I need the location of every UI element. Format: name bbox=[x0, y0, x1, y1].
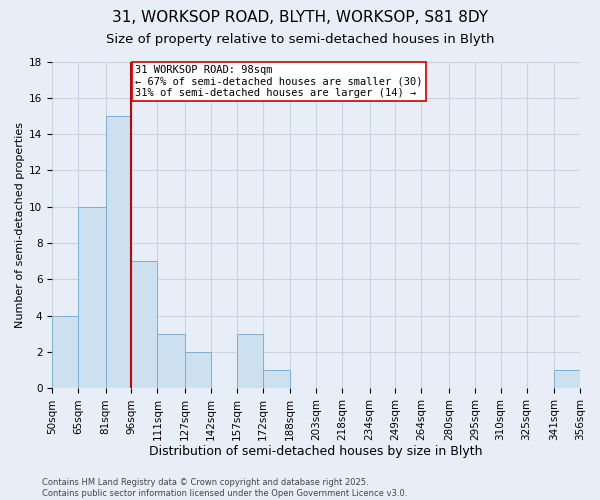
Bar bbox=[106, 116, 131, 388]
Bar bbox=[263, 370, 290, 388]
Bar bbox=[78, 207, 106, 388]
Bar bbox=[237, 334, 263, 388]
Y-axis label: Number of semi-detached properties: Number of semi-detached properties bbox=[15, 122, 25, 328]
Text: Contains HM Land Registry data © Crown copyright and database right 2025.
Contai: Contains HM Land Registry data © Crown c… bbox=[42, 478, 407, 498]
Text: 31, WORKSOP ROAD, BLYTH, WORKSOP, S81 8DY: 31, WORKSOP ROAD, BLYTH, WORKSOP, S81 8D… bbox=[112, 10, 488, 25]
Bar bbox=[131, 262, 157, 388]
Bar bbox=[554, 370, 580, 388]
Bar bbox=[157, 334, 185, 388]
Text: Size of property relative to semi-detached houses in Blyth: Size of property relative to semi-detach… bbox=[106, 32, 494, 46]
Text: 31 WORKSOP ROAD: 98sqm
← 67% of semi-detached houses are smaller (30)
31% of sem: 31 WORKSOP ROAD: 98sqm ← 67% of semi-det… bbox=[135, 65, 422, 98]
Bar bbox=[185, 352, 211, 389]
X-axis label: Distribution of semi-detached houses by size in Blyth: Distribution of semi-detached houses by … bbox=[149, 444, 483, 458]
Bar bbox=[52, 316, 78, 388]
